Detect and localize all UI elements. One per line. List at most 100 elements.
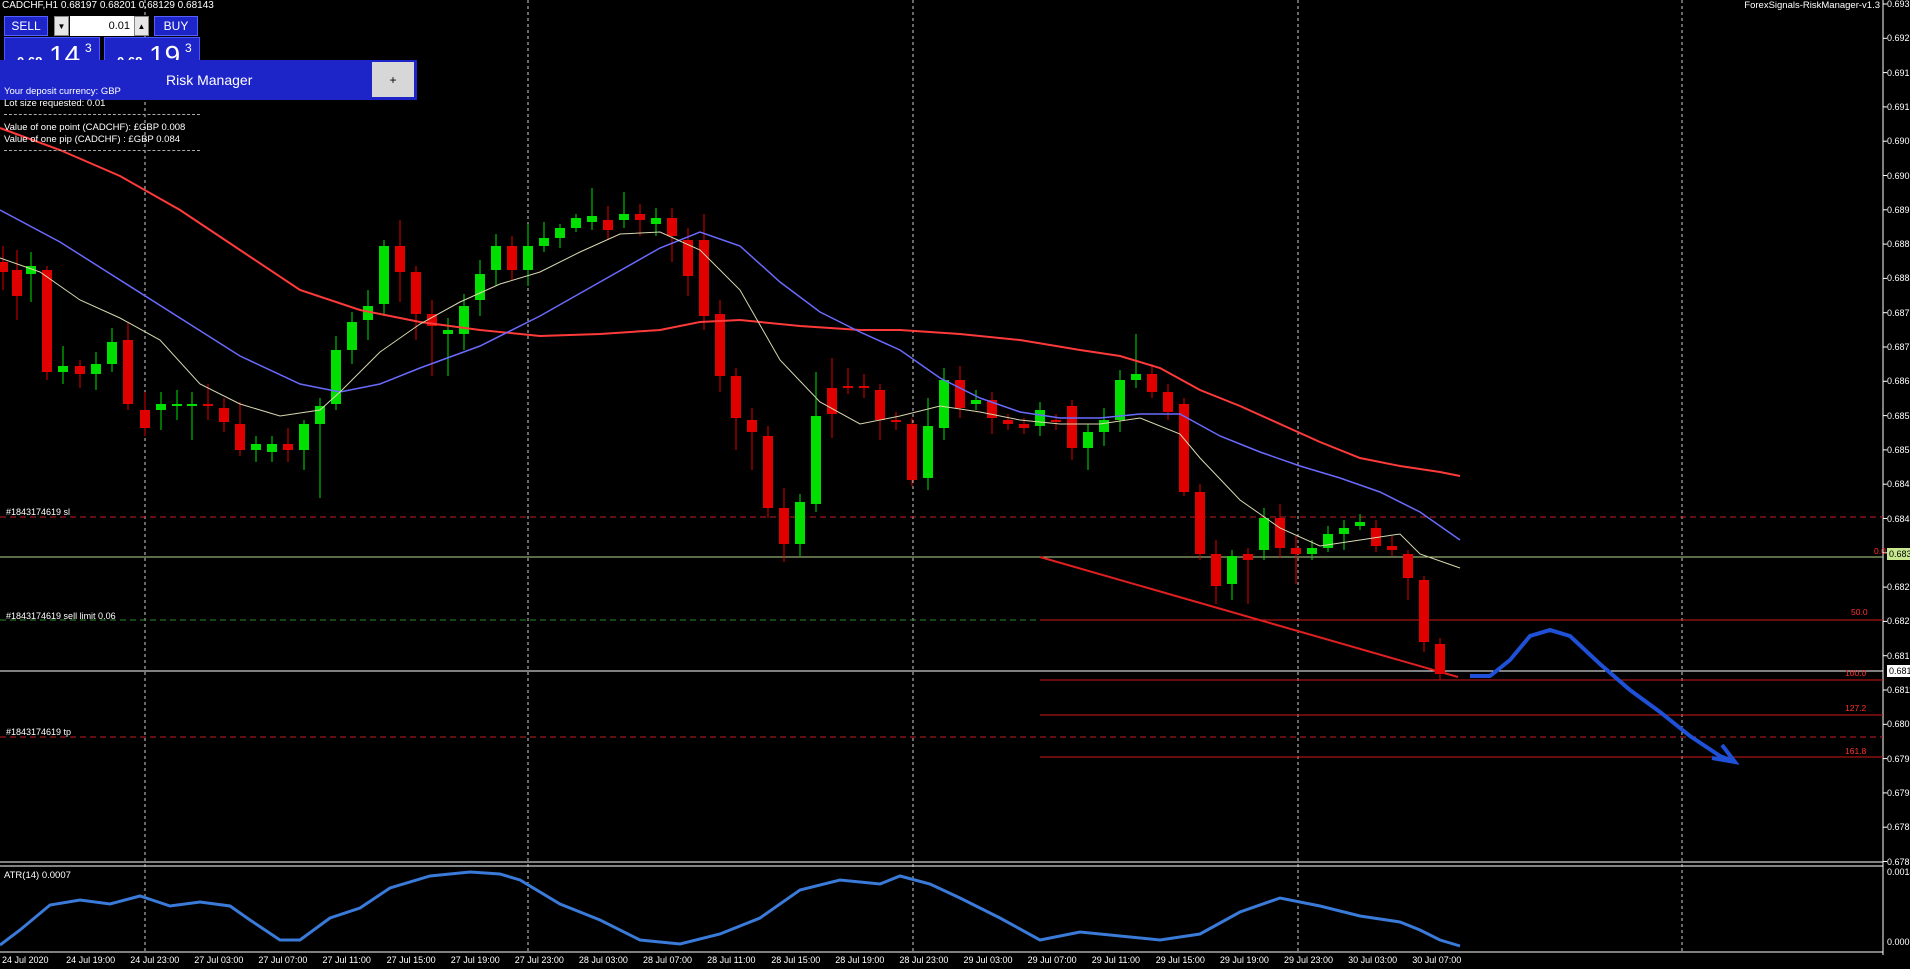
price-axis-tick: 0.68415 xyxy=(1887,513,1910,524)
time-axis-tick: 27 Jul 11:00 xyxy=(322,955,371,965)
bearish-candle xyxy=(731,376,741,418)
bearish-candle xyxy=(1291,548,1301,554)
buy-button[interactable]: BUY xyxy=(154,16,198,36)
price-axis-tick: 0.68295 xyxy=(1887,582,1910,593)
bullish-candle xyxy=(315,406,325,424)
price-axis-tick: 0.68895 xyxy=(1887,239,1910,250)
price-axis-tick: 0.68055 xyxy=(1887,719,1910,730)
bearish-candle xyxy=(1275,518,1285,548)
bearish-candle xyxy=(411,272,421,314)
time-axis-tick: 29 Jul 15:00 xyxy=(1155,955,1205,965)
bearish-candle xyxy=(507,246,517,270)
bearish-candle xyxy=(1211,554,1221,586)
sell-limit-label: #1843174619 sell limit 0.06 xyxy=(6,611,116,621)
price-axis-tick: 0.68775 xyxy=(1887,307,1910,318)
bearish-candle xyxy=(1163,392,1173,412)
price-axis-tick: 0.69135 xyxy=(1887,101,1910,112)
bullish-candle xyxy=(1259,518,1269,550)
bullish-candle xyxy=(26,266,36,274)
lot-size-input[interactable]: 0.01 xyxy=(70,16,134,36)
deposit-currency-text: Your deposit currency: GBP xyxy=(4,86,121,97)
lot-increase-button[interactable]: ▲ xyxy=(134,16,149,36)
time-axis-tick: 27 Jul 23:00 xyxy=(514,955,564,965)
bullish-candle xyxy=(443,330,453,334)
time-axis-tick: 27 Jul 07:00 xyxy=(258,955,308,965)
bullish-candle xyxy=(331,350,341,404)
bullish-candle xyxy=(107,342,117,364)
time-axis-tick: 27 Jul 15:00 xyxy=(386,955,436,965)
time-axis-tick: 28 Jul 15:00 xyxy=(771,955,821,965)
bullish-candle xyxy=(571,218,581,228)
price-axis-tick: 0.68595 xyxy=(1887,410,1910,421)
bearish-candle xyxy=(875,390,885,420)
price-axis-tick: 0.67815 xyxy=(1887,856,1910,867)
price-axis-tick: 0.69315 xyxy=(1887,0,1910,9)
sell-button[interactable]: SELL xyxy=(4,16,48,36)
fib-label-161: 161.8 xyxy=(1845,746,1867,756)
bullish-candle xyxy=(555,228,565,238)
bearish-candle xyxy=(12,270,22,296)
price-axis-tick: 0.68175 xyxy=(1887,650,1910,661)
expert-name: ForexSignals-RiskManager-v1.3 xyxy=(1744,0,1880,11)
price-axis-tick: 0.69195 xyxy=(1887,67,1910,78)
price-axis-tick: 0.69075 xyxy=(1887,136,1910,147)
bearish-candle xyxy=(427,314,437,326)
bearish-candle xyxy=(1419,580,1429,642)
time-axis-tick: 24 Jul 19:00 xyxy=(66,955,116,965)
time-axis-tick: 28 Jul 23:00 xyxy=(899,955,949,965)
bearish-candle xyxy=(203,404,213,406)
price-axis-tick: 0.68235 xyxy=(1887,616,1910,627)
bearish-candle xyxy=(1243,554,1253,560)
bullish-candle xyxy=(939,380,949,428)
bearish-candle xyxy=(859,386,869,388)
price-axis-tick: 0.68655 xyxy=(1887,376,1910,387)
atr-axis-bottom: 0.0006 xyxy=(1887,937,1910,947)
bullish-candle xyxy=(811,416,821,504)
bullish-candle xyxy=(299,424,309,450)
time-axis-tick: 29 Jul 19:00 xyxy=(1219,955,1269,965)
bullish-candle xyxy=(523,246,533,270)
moving-average-fast xyxy=(0,231,1461,569)
time-axis-tick: 27 Jul 03:00 xyxy=(194,955,244,965)
take-profit-label: #1843174619 tp xyxy=(6,727,72,737)
price-tag-lower: 0.68143 xyxy=(1887,665,1910,677)
time-axis-tick: 29 Jul 23:00 xyxy=(1284,955,1334,965)
bullish-candle xyxy=(1115,380,1125,420)
price-axis-tick: 0.69255 xyxy=(1887,33,1910,44)
bearish-candle xyxy=(683,240,693,276)
fib-label-50: 50.0 xyxy=(1851,607,1868,617)
bearish-candle xyxy=(603,220,613,230)
bullish-candle xyxy=(347,322,357,350)
lot-decrease-button[interactable]: ▼ xyxy=(54,16,69,36)
bearish-candle xyxy=(747,420,757,432)
bearish-candle xyxy=(1195,492,1205,554)
atr-label: ATR(14) 0.0007 xyxy=(4,870,71,881)
price-axis-tick: 0.68535 xyxy=(1887,444,1910,455)
bearish-candle xyxy=(1403,554,1413,578)
bullish-candle xyxy=(475,274,485,300)
bullish-candle xyxy=(1227,556,1237,584)
sell-price-fraction: 3 xyxy=(85,41,92,55)
time-axis-tick: 29 Jul 03:00 xyxy=(963,955,1013,965)
bearish-candle xyxy=(843,386,853,388)
bearish-candle xyxy=(1387,546,1397,550)
bullish-candle xyxy=(651,218,661,224)
time-axis-tick: 28 Jul 11:00 xyxy=(707,955,756,965)
bearish-candle xyxy=(1147,374,1157,392)
price-axis-tick: 0.68475 xyxy=(1887,479,1910,490)
point-value-text: Value of one point (CADCHF): £GBP 0.008 xyxy=(4,122,186,133)
risk-manager-title: Risk Manager xyxy=(166,72,253,88)
atr-line xyxy=(0,870,1461,948)
risk-manager-expand-button[interactable]: + xyxy=(372,62,414,97)
bullish-candle xyxy=(459,306,469,334)
bearish-candle xyxy=(1019,424,1029,428)
moving-average-slow xyxy=(0,127,1461,477)
bullish-candle xyxy=(1323,534,1333,548)
bearish-candle xyxy=(42,270,52,372)
bearish-candle xyxy=(1371,528,1381,546)
bullish-candle xyxy=(923,426,933,478)
bearish-candle xyxy=(955,380,965,408)
bearish-candle xyxy=(283,444,293,450)
